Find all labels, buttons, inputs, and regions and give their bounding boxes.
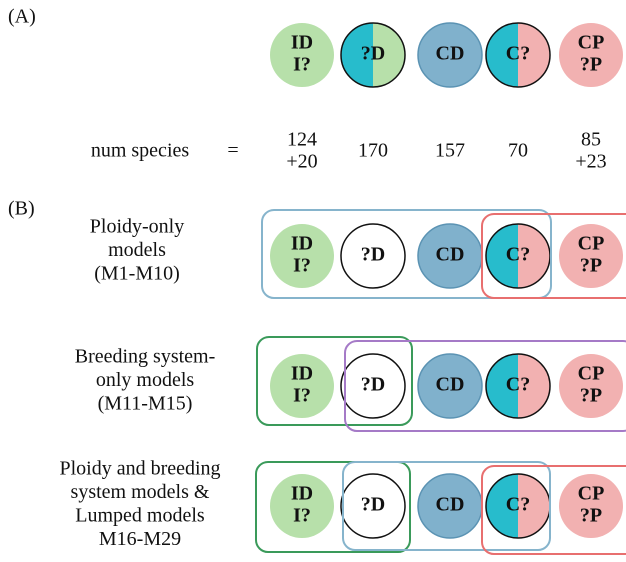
circle-label: C? xyxy=(506,494,530,516)
circle xyxy=(340,353,406,419)
half-fill xyxy=(373,23,405,87)
group-box xyxy=(481,213,626,299)
circle-label: CP xyxy=(578,483,605,505)
group-box xyxy=(344,340,626,432)
half-fill xyxy=(341,23,373,87)
circle-label: CD xyxy=(436,43,465,65)
circle-label: ?D xyxy=(361,43,385,65)
circle xyxy=(559,354,623,418)
circle-label: C? xyxy=(506,374,530,396)
half-fill xyxy=(486,23,518,87)
count: +20 xyxy=(286,151,317,173)
circle-label: C? xyxy=(506,43,530,65)
circle-label: ?P xyxy=(580,505,602,527)
circle xyxy=(270,23,334,87)
row-label: num species xyxy=(91,140,190,162)
group-box xyxy=(256,336,413,426)
circle xyxy=(417,22,483,88)
group-box xyxy=(261,209,552,299)
circle xyxy=(417,353,483,419)
circle xyxy=(559,224,623,288)
panel-a-label: (A) xyxy=(8,6,36,28)
circle-label: ?D xyxy=(361,494,385,516)
circle-label: I? xyxy=(293,255,311,277)
circle xyxy=(559,474,623,538)
count: 124 xyxy=(287,129,317,151)
circle-label: ?P xyxy=(580,255,602,277)
circle xyxy=(340,22,406,88)
count: 85 xyxy=(581,129,601,151)
half-fill xyxy=(486,354,518,418)
count: 170 xyxy=(358,140,388,162)
row-label: Breeding system- xyxy=(75,346,216,368)
equals: = xyxy=(227,140,238,162)
row-label: only models xyxy=(96,369,195,391)
row-label: models xyxy=(108,239,166,261)
circle-label: ?P xyxy=(580,54,602,76)
panel-b-label: (B) xyxy=(8,198,35,220)
group-box xyxy=(481,465,626,555)
half-fill xyxy=(518,354,550,418)
group-box xyxy=(255,461,411,553)
circle-label: C? xyxy=(506,244,530,266)
row-label: (M11-M15) xyxy=(98,393,193,415)
circle xyxy=(485,353,551,419)
circle-label: CP xyxy=(578,32,605,54)
row-label: Ploidy and breeding xyxy=(59,458,220,480)
row-label: (M1-M10) xyxy=(94,263,180,285)
circle-label: ID xyxy=(291,32,313,54)
circle-label: CD xyxy=(436,494,465,516)
circle-label: CD xyxy=(436,244,465,266)
row-label: system models & xyxy=(71,481,210,503)
circle-label: ID xyxy=(291,233,313,255)
circle-label: ID xyxy=(291,363,313,385)
circle-label: I? xyxy=(293,385,311,407)
circle xyxy=(270,474,334,538)
circle xyxy=(270,224,334,288)
circle-label: CP xyxy=(578,363,605,385)
circle-label: CD xyxy=(436,374,465,396)
circle xyxy=(270,354,334,418)
half-fill xyxy=(518,23,550,87)
circle-label: I? xyxy=(293,54,311,76)
circle-label: ?D xyxy=(361,244,385,266)
row-label: M16-M29 xyxy=(99,528,181,550)
half-fill xyxy=(486,224,518,288)
half-fill xyxy=(486,474,518,538)
half-fill xyxy=(518,474,550,538)
row-label: Ploidy-only xyxy=(90,216,184,238)
circle xyxy=(340,223,406,289)
group-box xyxy=(342,461,551,551)
circle xyxy=(559,23,623,87)
circle-label: ID xyxy=(291,483,313,505)
circle xyxy=(340,473,406,539)
circle-label: I? xyxy=(293,505,311,527)
count: +23 xyxy=(575,151,606,173)
count: 70 xyxy=(508,140,528,162)
circle-label: CP xyxy=(578,233,605,255)
circle-label: ?P xyxy=(580,385,602,407)
count: 157 xyxy=(435,140,465,162)
circle-label: ?D xyxy=(361,374,385,396)
half-fill xyxy=(518,224,550,288)
circle xyxy=(485,22,551,88)
row-label: Lumped models xyxy=(75,505,205,527)
